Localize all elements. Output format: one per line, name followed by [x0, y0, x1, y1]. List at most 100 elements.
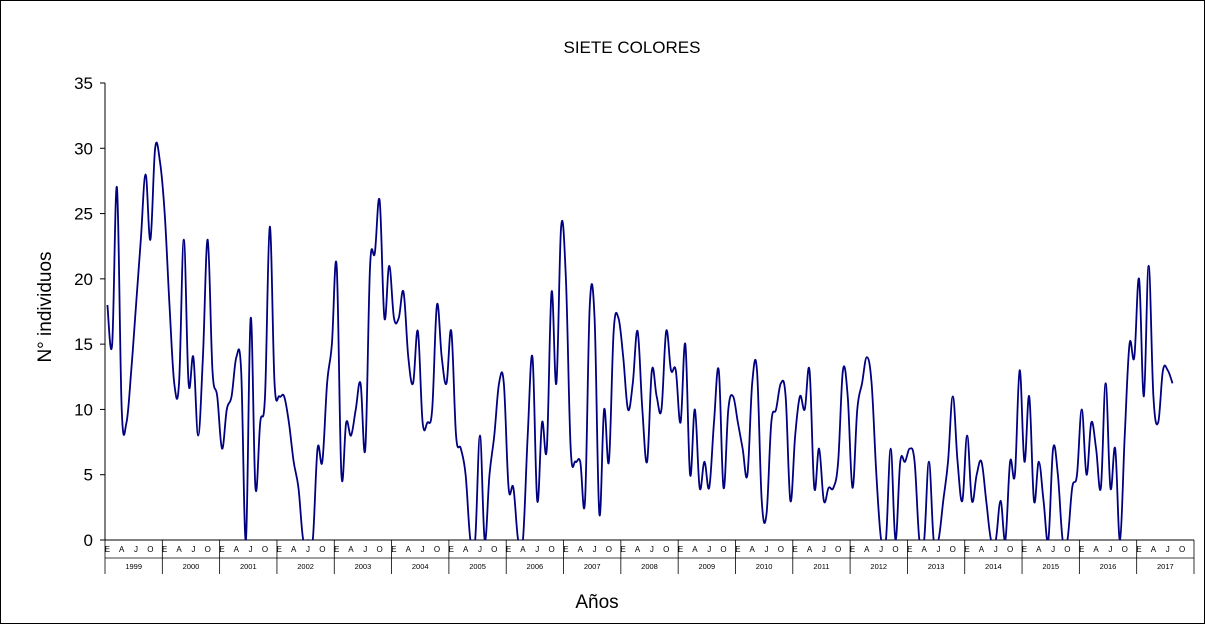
data-point	[947, 461, 948, 462]
month-tick-label: O	[663, 545, 669, 554]
month-tick-label: A	[1151, 545, 1157, 554]
data-point	[417, 330, 418, 331]
data-point	[513, 487, 514, 488]
data-point	[690, 474, 691, 475]
month-tick-label: E	[1022, 545, 1027, 554]
data-point	[604, 409, 605, 410]
data-point	[1024, 461, 1025, 462]
y-tick-label: 5	[84, 466, 93, 485]
data-point	[174, 383, 175, 384]
data-point	[145, 174, 146, 175]
month-tick-label: O	[434, 545, 440, 554]
data-point	[317, 448, 318, 449]
data-point	[484, 539, 485, 540]
data-point	[962, 500, 963, 501]
data-point	[742, 448, 743, 449]
data-point	[866, 357, 867, 358]
data-point	[178, 383, 179, 384]
data-point	[116, 187, 117, 188]
month-tick-label: E	[907, 545, 912, 554]
data-point	[580, 461, 581, 462]
month-tick-label: E	[563, 545, 568, 554]
data-point	[241, 370, 242, 371]
month-tick-label: J	[879, 545, 883, 554]
month-tick-label: E	[735, 545, 740, 554]
data-point	[680, 422, 681, 423]
month-tick-label: A	[635, 545, 641, 554]
data-point	[231, 396, 232, 397]
month-tick-label: J	[535, 545, 539, 554]
data-point	[537, 500, 538, 501]
data-point	[957, 461, 958, 462]
month-tick-label: O	[892, 545, 898, 554]
data-point	[1095, 448, 1096, 449]
data-point	[226, 409, 227, 410]
data-point	[575, 461, 576, 462]
data-point	[718, 370, 719, 371]
data-point	[627, 409, 628, 410]
data-point	[188, 383, 189, 384]
data-point	[1033, 500, 1034, 501]
month-tick-label: J	[478, 545, 482, 554]
year-tick-label: 2015	[1042, 562, 1059, 571]
data-point	[150, 239, 151, 240]
data-point	[126, 422, 127, 423]
month-tick-label: A	[807, 545, 813, 554]
data-point	[561, 226, 562, 227]
data-point	[441, 357, 442, 358]
data-point	[842, 370, 843, 371]
data-point	[403, 291, 404, 292]
month-tick-label: E	[162, 545, 167, 554]
data-point	[780, 383, 781, 384]
data-point	[699, 487, 700, 488]
data-point	[623, 357, 624, 358]
data-point	[1067, 539, 1068, 540]
data-point	[637, 330, 638, 331]
data-point	[1076, 474, 1077, 475]
data-point	[656, 396, 657, 397]
year-tick-label: 2011	[813, 562, 829, 571]
data-point	[809, 370, 810, 371]
data-point	[976, 474, 977, 475]
data-point	[737, 422, 738, 423]
data-point	[436, 304, 437, 305]
month-tick-label: J	[306, 545, 310, 554]
month-tick-label: A	[692, 545, 698, 554]
data-point	[570, 448, 571, 449]
data-point	[379, 200, 380, 201]
data-point	[1105, 383, 1106, 384]
month-tick-label: J	[822, 545, 826, 554]
data-point	[541, 422, 542, 423]
y-tick-label: 25	[74, 205, 93, 224]
data-point	[804, 409, 805, 410]
data-point	[183, 239, 184, 240]
y-axis: 0 5 10 15 20 25 30 35	[74, 74, 106, 550]
month-tick-label: A	[578, 545, 584, 554]
month-tick-label: A	[348, 545, 354, 554]
data-point	[685, 344, 686, 345]
year-tick-label: 1999	[125, 562, 142, 571]
data-point	[556, 383, 557, 384]
month-tick-label: O	[377, 545, 383, 554]
data-point	[164, 213, 165, 214]
data-point	[981, 461, 982, 462]
data-point	[398, 317, 399, 318]
data-point	[245, 539, 246, 540]
data-point	[350, 435, 351, 436]
month-tick-label: E	[964, 545, 969, 554]
data-point	[522, 539, 523, 540]
data-point	[728, 409, 729, 410]
month-tick-label: J	[1166, 545, 1170, 554]
month-tick-label: E	[219, 545, 224, 554]
month-tick-label: A	[406, 545, 412, 554]
data-point	[212, 370, 213, 371]
data-point	[546, 448, 547, 449]
data-point	[756, 370, 757, 371]
year-tick-label: 2000	[183, 562, 200, 571]
data-point	[599, 513, 600, 514]
data-point	[761, 500, 762, 501]
series-line	[106, 141, 1174, 540]
data-point	[814, 487, 815, 488]
data-point	[924, 539, 925, 540]
month-tick-label: O	[1122, 545, 1128, 554]
